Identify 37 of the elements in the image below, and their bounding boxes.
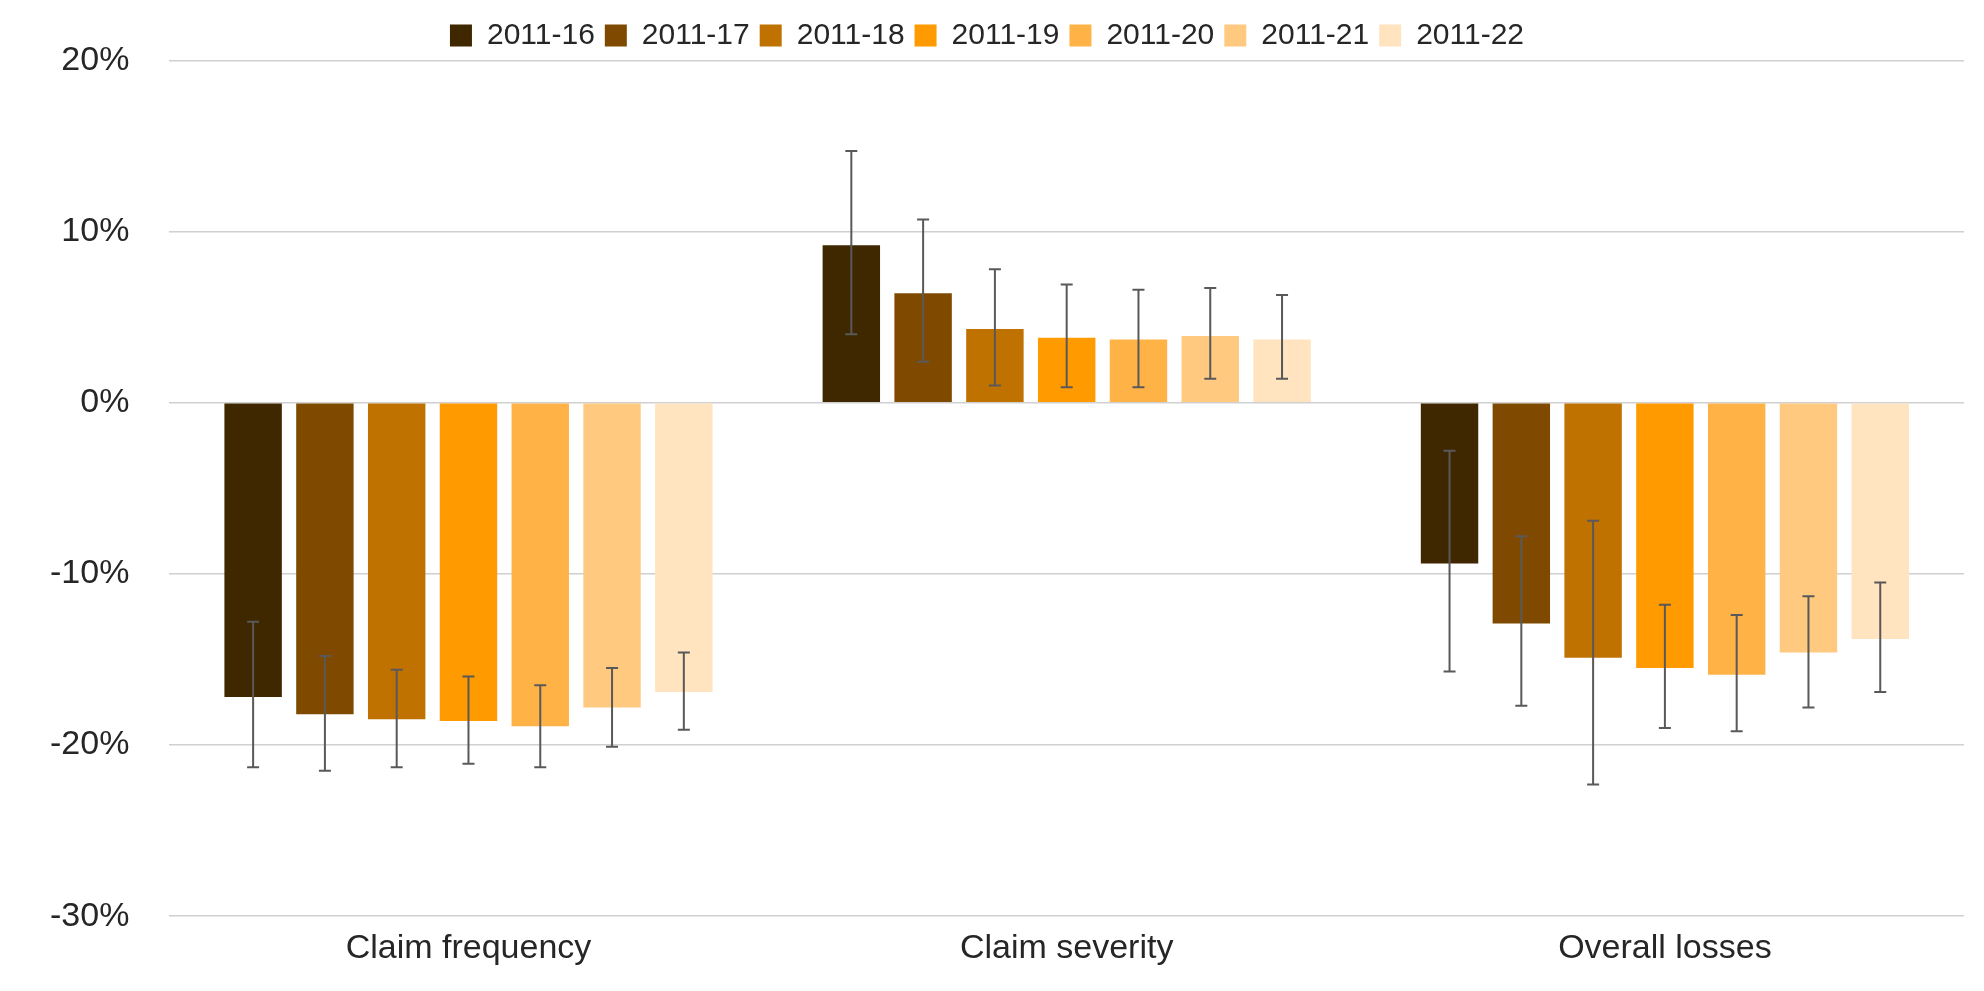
legend-label: 2011-20: [1106, 16, 1215, 50]
bar: [1109, 339, 1168, 402]
bar: [1707, 403, 1766, 675]
bar: [1564, 403, 1622, 658]
bar: [1636, 403, 1694, 669]
bar: [1779, 403, 1838, 653]
bar: [224, 403, 282, 698]
y-tick-label: 20%: [61, 38, 130, 77]
bar: [439, 403, 498, 722]
y-tick-label: -10%: [50, 552, 130, 591]
legend-label: 2011-22: [1416, 16, 1525, 50]
bar: [1181, 335, 1239, 402]
x-tick-label: Overall losses: [1558, 926, 1772, 965]
y-tick-label: -20%: [50, 723, 130, 762]
bar: [655, 403, 713, 692]
bar: [1492, 403, 1551, 624]
legend-label: 2011-19: [951, 16, 1060, 50]
bar: [583, 403, 641, 708]
x-tick-label: Claim frequency: [345, 926, 592, 965]
bar: [296, 403, 354, 715]
legend-label: 2011-21: [1261, 16, 1370, 50]
x-tick-label: Claim severity: [959, 926, 1174, 965]
y-tick-label: 10%: [61, 209, 130, 248]
legend-label: 2011-16: [486, 16, 595, 50]
legend-label: 2011-18: [796, 16, 905, 50]
bar: [511, 403, 569, 727]
bar: [1851, 403, 1909, 639]
bar: [367, 403, 426, 720]
y-tick-label: -30%: [50, 894, 130, 933]
bar: [1253, 339, 1311, 402]
y-tick-label: 0%: [80, 381, 130, 420]
bar: [1420, 403, 1479, 564]
bar: [966, 329, 1024, 402]
bar: [1037, 337, 1096, 402]
legend-label: 2011-17: [641, 16, 750, 50]
bar: [822, 245, 881, 402]
bar: [894, 293, 952, 402]
